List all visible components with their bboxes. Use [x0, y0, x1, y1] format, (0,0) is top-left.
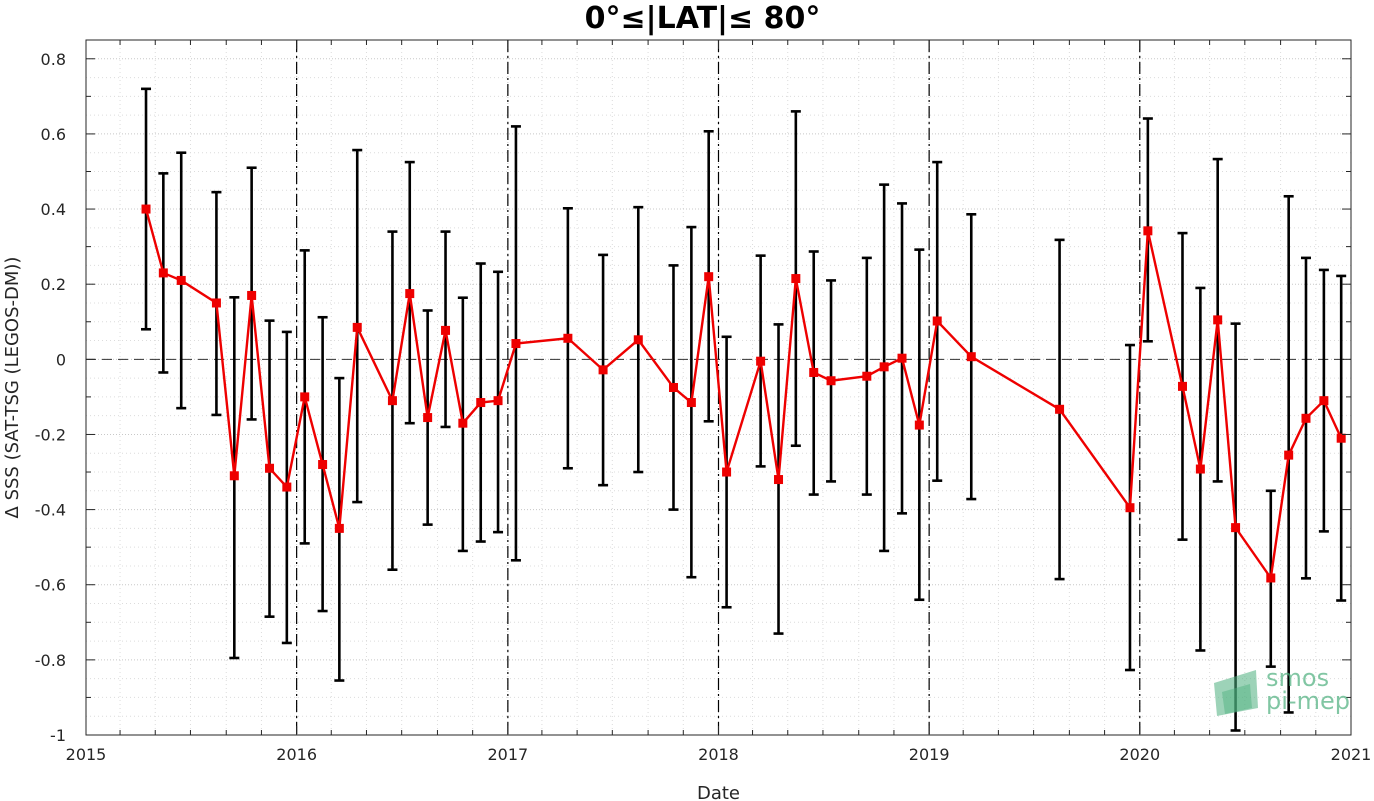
y-tick-label: -0.8	[35, 651, 66, 670]
data-point-marker	[405, 289, 415, 299]
data-point-marker	[141, 204, 151, 214]
data-point-marker	[247, 290, 257, 300]
logo-icon	[1214, 670, 1258, 716]
x-tick-label: 2018	[698, 745, 739, 764]
data-point-marker	[897, 353, 907, 363]
data-point-marker	[774, 475, 784, 485]
data-point-marker	[1177, 381, 1187, 391]
data-point-marker	[633, 335, 643, 345]
y-tick-label: 0.2	[41, 275, 66, 294]
data-point-marker	[1195, 464, 1205, 474]
data-point-marker	[158, 268, 168, 278]
data-point-marker	[1055, 404, 1065, 414]
x-axis-title: Date	[697, 783, 740, 801]
y-tick-label: 0.8	[41, 50, 66, 69]
data-point-marker	[176, 275, 186, 285]
data-point-marker	[511, 339, 521, 349]
data-point-marker	[966, 352, 976, 362]
chart-title: 0°≤|LAT|≤ 80°	[585, 1, 821, 36]
logo-text-smos: smos	[1266, 664, 1329, 692]
series-markers	[141, 204, 1346, 583]
axis-ticks	[85, 40, 1352, 736]
x-tick-label: 2017	[487, 745, 528, 764]
data-point-marker	[1143, 226, 1153, 236]
smos-pi-mep-logo: smos pi-mep	[1214, 664, 1350, 716]
data-point-marker	[352, 322, 362, 332]
data-point-marker	[1336, 433, 1346, 443]
data-point-marker	[458, 418, 468, 428]
series-line	[144, 208, 1343, 582]
logo-icon-shade	[1222, 684, 1252, 714]
y-tick-labels: 0.8 0.6 0.4 0.2 0 -0.2 -0.4 -0.6 -0.8 -1	[35, 50, 66, 745]
data-point-marker	[1266, 573, 1276, 583]
data-point-marker	[441, 325, 451, 335]
y-axis-title: Δ SSS (SAT-TSG (LEGOS-DM))	[2, 257, 23, 519]
data-point-marker	[879, 362, 889, 372]
x-tick-label: 2021	[1331, 745, 1372, 764]
x-tick-label: 2020	[1119, 745, 1160, 764]
data-point-marker	[756, 356, 766, 366]
data-point-marker	[563, 333, 573, 343]
data-point-marker	[809, 367, 819, 377]
data-point-marker	[211, 298, 221, 308]
data-point-marker	[791, 274, 801, 284]
data-point-marker	[229, 471, 239, 481]
x-tick-label: 2015	[66, 745, 107, 764]
data-point-marker	[862, 371, 872, 381]
x-tick-label: 2019	[909, 745, 950, 764]
data-point-marker	[476, 398, 486, 408]
data-point-marker	[423, 413, 433, 423]
x-tick-labels: 2015 2016 2017 2018 2019 2020 2021	[66, 745, 1372, 764]
data-point-marker	[914, 420, 924, 430]
data-point-marker	[932, 316, 942, 326]
data-point-marker	[265, 463, 275, 473]
data-point-marker	[282, 482, 292, 492]
data-point-marker	[1125, 503, 1135, 513]
x-tick-label: 2016	[276, 745, 317, 764]
data-point-marker	[1213, 315, 1223, 325]
data-point-marker	[1301, 413, 1311, 423]
y-tick-label: -0.2	[35, 425, 66, 444]
data-point-marker	[722, 467, 732, 477]
y-tick-label: 0.6	[41, 125, 66, 144]
data-point-marker	[318, 460, 328, 470]
y-tick-label: -1	[50, 726, 66, 745]
data-point-marker	[493, 396, 503, 406]
y-tick-label: -0.6	[35, 576, 66, 595]
y-tick-label: -0.4	[35, 501, 66, 520]
logo-text-pimep: pi-mep	[1266, 687, 1350, 715]
data-point-marker	[686, 398, 696, 408]
data-point-marker	[1319, 396, 1329, 406]
data-point-marker	[598, 365, 608, 375]
data-point-marker	[1284, 450, 1294, 460]
data-point-marker	[300, 392, 310, 402]
data-point-marker	[668, 383, 678, 392]
data-point-marker	[387, 396, 397, 406]
data-point-marker	[1231, 523, 1241, 533]
y-tick-label: 0.4	[41, 200, 66, 219]
y-tick-label: 0	[56, 350, 66, 369]
data-point-marker	[334, 523, 344, 533]
data-point-marker	[704, 272, 714, 282]
data-point-marker	[826, 376, 836, 386]
